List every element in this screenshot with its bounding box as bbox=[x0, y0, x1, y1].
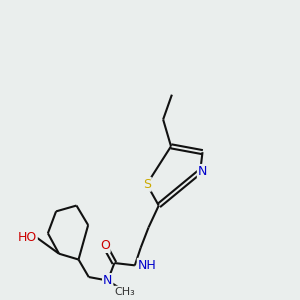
Text: N: N bbox=[198, 165, 207, 178]
Text: S: S bbox=[143, 178, 151, 191]
Text: CH₃: CH₃ bbox=[115, 286, 136, 297]
Text: O: O bbox=[100, 239, 110, 252]
Text: HO: HO bbox=[17, 231, 37, 244]
Text: NH: NH bbox=[138, 259, 157, 272]
Text: N: N bbox=[103, 274, 112, 287]
